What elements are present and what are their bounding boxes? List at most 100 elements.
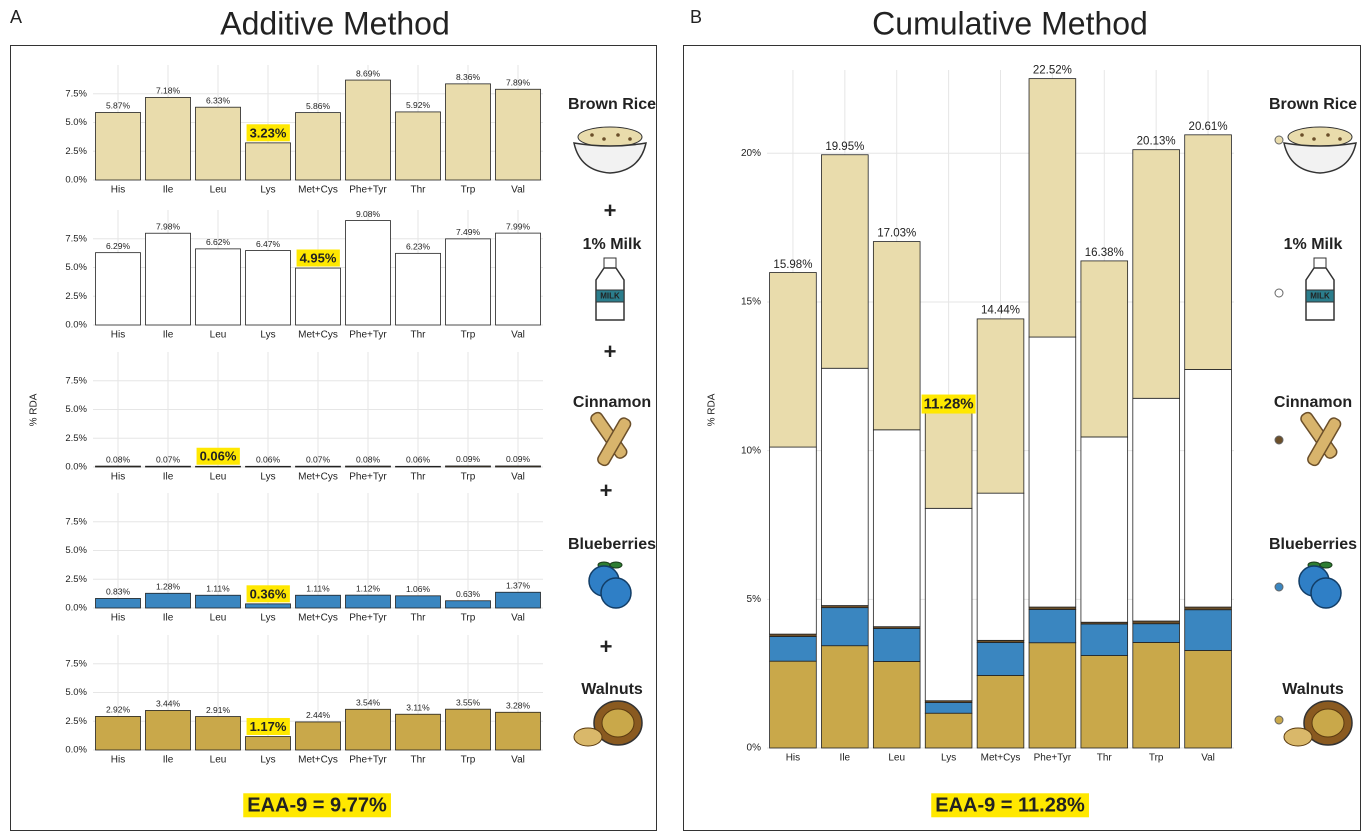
figure: A B Additive Method Cumulative Method % …	[0, 0, 1362, 832]
bar	[196, 107, 241, 180]
total-label: 15.98%	[773, 259, 812, 271]
y-tick-label: 7.5%	[65, 658, 87, 669]
bar-segment	[1185, 369, 1232, 607]
icon-part	[1326, 133, 1330, 137]
bar	[246, 143, 291, 180]
value-label: 2.92%	[106, 705, 131, 715]
legend-label: 1% Milk	[1284, 236, 1343, 253]
value-label: 5.92%	[406, 100, 431, 110]
y-tick-label: 0.0%	[65, 175, 87, 186]
total-label: 14.44%	[981, 305, 1020, 317]
bar-segment	[1081, 624, 1128, 656]
x-tick-label: Met+Cys	[298, 755, 338, 766]
food-icon	[1284, 701, 1352, 746]
value-label: 6.29%	[106, 241, 131, 251]
bar	[246, 604, 291, 608]
value-label: 2.91%	[206, 705, 231, 715]
bar	[196, 249, 241, 325]
y-tick-label: 2.5%	[65, 716, 87, 727]
x-tick-label: Val	[511, 472, 525, 483]
value-label: 1.12%	[356, 583, 381, 593]
y-tick-label: 0.0%	[65, 745, 87, 756]
value-label: 7.18%	[156, 86, 181, 96]
value-label: 3.54%	[356, 698, 381, 708]
y-tick-label: 5.0%	[65, 687, 87, 698]
y-tick-label: 20%	[741, 148, 761, 159]
x-tick-label: Lys	[260, 472, 275, 483]
x-tick-label: Thr	[411, 755, 427, 766]
legend-label: Cinnamon	[1274, 394, 1352, 411]
icon-part	[601, 578, 631, 608]
x-tick-label: Met+Cys	[298, 613, 338, 624]
y-tick-label: 0%	[747, 743, 762, 754]
icon-part	[604, 258, 616, 268]
x-tick-label: Val	[511, 185, 525, 196]
value-label: 0.07%	[306, 454, 331, 464]
y-tick-label: 0.0%	[65, 462, 87, 473]
icon-part	[1314, 258, 1326, 268]
bar	[246, 466, 291, 467]
value-label: 0.06%	[406, 455, 431, 465]
y-tick-label: 2.5%	[65, 574, 87, 585]
bar-segment	[821, 155, 868, 369]
x-tick-label: Phe+Tyr	[349, 472, 387, 483]
bar	[146, 710, 191, 750]
result-label: EAA-9 = 11.28%	[935, 794, 1085, 816]
icon-part	[616, 133, 620, 137]
bar-segment	[925, 703, 972, 714]
value-label: 7.89%	[506, 78, 531, 88]
value-label: 5.86%	[306, 101, 331, 111]
bar-segment	[873, 628, 920, 661]
bar-segment	[925, 713, 972, 748]
value-label: 6.62%	[206, 237, 231, 247]
food-icon: MILK	[1306, 258, 1334, 320]
x-tick-label: Trp	[461, 330, 476, 341]
bar-segment	[1185, 610, 1232, 651]
icon-part	[1312, 709, 1344, 737]
y-tick-label: 2.5%	[65, 433, 87, 444]
value-label: 6.33%	[206, 95, 231, 105]
legend-swatch	[1275, 583, 1283, 591]
food-icon: MILK	[596, 258, 624, 320]
value-label: 8.36%	[456, 72, 481, 82]
food-icon	[1299, 562, 1341, 608]
y-tick-label: 0.0%	[65, 603, 87, 614]
value-label: 3.28%	[506, 701, 531, 711]
bar-segment	[977, 319, 1024, 493]
bar	[496, 89, 541, 180]
plus-sign: +	[604, 339, 617, 364]
bar-segment	[1133, 624, 1180, 643]
total-label: 19.95%	[825, 141, 864, 153]
x-tick-label: His	[786, 753, 800, 764]
bar	[446, 601, 491, 608]
x-tick-label: Val	[511, 613, 525, 624]
bar-segment	[770, 447, 817, 634]
bar	[346, 595, 391, 608]
food-icon	[589, 562, 631, 608]
icon-part	[1320, 562, 1332, 568]
icon-part	[574, 143, 646, 173]
icon-part	[578, 127, 642, 147]
bar	[346, 466, 391, 467]
y-tick-label: 7.5%	[65, 233, 87, 244]
icon-part	[610, 562, 622, 568]
value-label: 7.49%	[456, 227, 481, 237]
value-label: 4.95%	[300, 251, 337, 266]
value-label: 3.55%	[456, 697, 481, 707]
bar-segment	[977, 675, 1024, 748]
bar-segment	[925, 508, 972, 700]
bar-segment	[1133, 150, 1180, 399]
y-axis-label: % RDA	[707, 393, 718, 426]
legend-label: Walnuts	[1282, 681, 1344, 698]
x-tick-label: Trp	[1149, 753, 1164, 764]
food-label: 1% Milk	[583, 236, 642, 253]
bar-segment	[1081, 437, 1128, 622]
x-tick-label: Thr	[411, 330, 427, 341]
bar	[246, 737, 291, 750]
y-tick-label: 7.5%	[65, 88, 87, 99]
bar	[146, 97, 191, 180]
value-label: 0.06%	[200, 449, 237, 464]
x-tick-label: Val	[511, 755, 525, 766]
value-label: 1.11%	[306, 583, 330, 593]
legend-label: Brown Rice	[1269, 96, 1357, 113]
